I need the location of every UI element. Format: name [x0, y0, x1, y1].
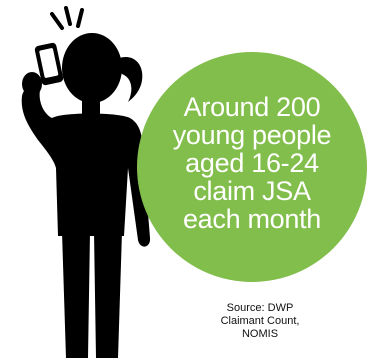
call-signal-icon: [50, 6, 84, 30]
stat-line: each month: [182, 204, 322, 234]
stat-text: Around 200 young people aged 16-24 claim…: [173, 93, 332, 233]
source-line: Claimant Count,: [220, 315, 300, 327]
stat-line: Around 200: [183, 92, 321, 122]
stat-bubble: [137, 52, 367, 282]
stat-bubble-text-area: Around 200 young people aged 16-24 claim…: [137, 52, 367, 282]
source-line: Source: DWP: [226, 302, 294, 314]
stat-line: young people: [172, 120, 332, 150]
stat-line: aged 16-24: [185, 148, 319, 178]
source-line: NOMIS: [241, 328, 279, 340]
stat-line: claim JSA: [193, 176, 311, 206]
source-note: Source: DWP Claimant Count, NOMIS: [185, 302, 335, 341]
